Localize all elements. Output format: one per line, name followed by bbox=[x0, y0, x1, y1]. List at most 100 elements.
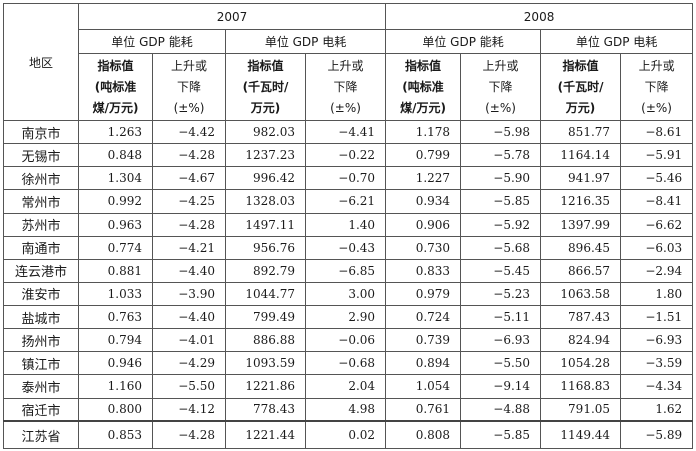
value-cell: −0.43 bbox=[304, 235, 387, 260]
metric-group-header: 单位 GDP 能耗 bbox=[78, 29, 226, 54]
value-cell: 896.45 bbox=[540, 235, 622, 260]
region-cell: 连云港市 bbox=[3, 258, 79, 283]
value-cell: 1328.03 bbox=[225, 189, 306, 214]
value-cell: −0.70 bbox=[304, 166, 387, 191]
sub-header-line: 指标值 bbox=[97, 58, 134, 73]
value-cell: 0.992 bbox=[78, 189, 153, 214]
region-cell: 宿迁市 bbox=[3, 397, 79, 422]
value-cell: 0.848 bbox=[78, 143, 153, 168]
value-cell: 0.894 bbox=[385, 351, 462, 376]
metric-group-header: 单位 GDP 能耗 bbox=[385, 29, 542, 54]
value-cell: −1.51 bbox=[620, 304, 694, 330]
value-cell: −5.98 bbox=[460, 119, 542, 145]
value-cell: −4.88 bbox=[460, 397, 542, 422]
value-cell: 1397.99 bbox=[540, 212, 622, 237]
value-cell: 982.03 bbox=[225, 119, 306, 145]
value-cell: −4.41 bbox=[304, 119, 387, 145]
value-cell: 0.730 bbox=[385, 235, 462, 260]
value-cell: −5.89 bbox=[620, 420, 694, 450]
region-cell: 南通市 bbox=[3, 235, 79, 260]
value-cell: −6.93 bbox=[460, 328, 542, 353]
value-cell: 0.881 bbox=[78, 258, 153, 283]
value-cell: 1.263 bbox=[78, 119, 153, 145]
value-cell: −3.59 bbox=[620, 351, 694, 376]
value-cell: 1.304 bbox=[78, 166, 153, 191]
sub-header-line: 上升或 bbox=[170, 58, 207, 73]
value-cell: −0.22 bbox=[304, 143, 387, 168]
value-cell: 1093.59 bbox=[225, 351, 306, 376]
value-cell: 851.77 bbox=[540, 119, 622, 145]
sub-header-cell: 指标值 (千瓦时/万元) bbox=[540, 53, 622, 121]
sub-header-line: 指标值 bbox=[247, 58, 284, 73]
value-cell: −6.21 bbox=[304, 189, 387, 214]
sub-header-line: 下降 bbox=[333, 79, 358, 94]
value-cell: −6.62 bbox=[620, 212, 694, 237]
value-cell: 1497.11 bbox=[225, 212, 306, 237]
value-cell: 0.799 bbox=[385, 143, 462, 168]
value-cell: 1.054 bbox=[385, 374, 462, 399]
region-cell: 无锡市 bbox=[3, 143, 79, 168]
region-cell: 扬州市 bbox=[3, 328, 79, 353]
value-cell: 1.40 bbox=[304, 212, 387, 237]
metric-group-header: 单位 GDP 电耗 bbox=[540, 29, 694, 54]
sub-header-line: 万元) bbox=[565, 100, 596, 115]
metric-group-row: 单位 GDP 能耗 单位 GDP 电耗 单位 GDP 能耗 单位 GDP 电耗 bbox=[4, 29, 694, 54]
sub-header-line: (±%) bbox=[330, 100, 361, 115]
energy-consumption-table: 地区 2007 2008 单位 GDP 能耗 单位 GDP 电耗 单位 GDP … bbox=[3, 3, 694, 450]
value-cell: 1221.86 bbox=[225, 374, 306, 399]
table-row: 连云港市 0.881 −4.40 892.79 −6.85 0.833 −5.45 866.5… bbox=[3, 258, 694, 283]
sub-header-line: (千瓦时/ bbox=[557, 79, 604, 94]
value-cell: −5.50 bbox=[152, 374, 226, 399]
sub-header-line: 煤/万元) bbox=[92, 100, 139, 115]
year-header: 2008 bbox=[385, 3, 694, 30]
value-cell: −4.21 bbox=[152, 235, 226, 260]
value-cell: −3.90 bbox=[152, 281, 226, 307]
value-cell: 1164.14 bbox=[540, 143, 622, 168]
value-cell: −5.11 bbox=[460, 304, 542, 330]
value-cell: 0.946 bbox=[78, 351, 153, 376]
value-cell: 0.761 bbox=[385, 397, 462, 422]
value-cell: 824.94 bbox=[540, 328, 622, 353]
total-row: 江苏省 0.853 −4.28 1221.44 0.02 0.808 −5.85 1149.4… bbox=[3, 420, 694, 450]
sub-header-line: 煤/万元) bbox=[400, 100, 446, 115]
sub-header-cell: 上升或 下降 (±%) bbox=[152, 53, 226, 121]
value-cell: 866.57 bbox=[540, 258, 622, 283]
table-row: 无锡市 0.848 −4.28 1237.23 −0.22 0.799 −5.78 1164.… bbox=[3, 143, 694, 168]
value-cell: 1063.58 bbox=[540, 281, 622, 307]
value-cell: −6.85 bbox=[304, 258, 387, 283]
value-cell: −6.93 bbox=[620, 328, 694, 353]
value-cell: −4.29 bbox=[152, 351, 226, 376]
value-cell: −4.40 bbox=[152, 304, 226, 330]
value-cell: −8.41 bbox=[620, 189, 694, 214]
sub-header-line: (±%) bbox=[485, 100, 516, 115]
value-cell: 996.42 bbox=[225, 166, 306, 191]
sub-header-row: 指标值 (吨标准 煤/万元) 上升或 下降 (±%) 指标值 (千瓦时/万元) 上升或 下降 (±%… bbox=[4, 53, 694, 121]
sub-header-line: 下降 bbox=[644, 79, 669, 94]
sub-header-line: 指标值 bbox=[562, 58, 599, 73]
value-cell: −5.90 bbox=[460, 166, 542, 191]
value-cell: −9.14 bbox=[460, 374, 542, 399]
value-cell: 886.88 bbox=[225, 328, 306, 353]
sub-header-line: 上升或 bbox=[482, 58, 519, 73]
region-cell: 苏州市 bbox=[3, 212, 79, 237]
value-cell: 791.05 bbox=[540, 397, 622, 422]
value-cell: 0.833 bbox=[385, 258, 462, 283]
value-cell: 4.98 bbox=[304, 397, 387, 422]
value-cell: 0.808 bbox=[385, 420, 462, 450]
value-cell: −4.01 bbox=[152, 328, 226, 353]
value-cell: −2.94 bbox=[620, 258, 694, 283]
value-cell: −4.28 bbox=[152, 212, 226, 237]
value-cell: 0.853 bbox=[78, 420, 153, 450]
value-cell: −5.45 bbox=[460, 258, 542, 283]
sub-header-cell: 指标值 (吨标准 煤/万元) bbox=[385, 53, 462, 121]
value-cell: 778.43 bbox=[225, 397, 306, 422]
year-header: 2007 bbox=[77, 3, 387, 30]
value-cell: −0.68 bbox=[304, 351, 387, 376]
value-cell: 2.90 bbox=[304, 304, 387, 330]
table-row: 扬州市 0.794 −4.01 886.88 −0.06 0.739 −6.93 824.94… bbox=[3, 328, 694, 353]
table-row: 淮安市 1.033 −3.90 1044.77 3.00 0.979 −5.23 1063.5… bbox=[3, 281, 694, 307]
value-cell: 1054.28 bbox=[540, 351, 622, 376]
table-row: 镇江市 0.946 −4.29 1093.59 −0.68 0.894 −5.50 1054.… bbox=[3, 351, 694, 376]
table-row: 徐州市 1.304 −4.67 996.42 −0.70 1.227 −5.90 941.97… bbox=[3, 166, 694, 191]
sub-header-line: (吨标准 bbox=[402, 79, 444, 94]
